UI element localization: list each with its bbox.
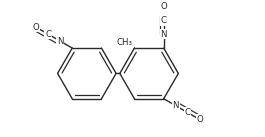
Text: O: O xyxy=(196,115,203,124)
Text: C: C xyxy=(161,16,167,25)
Text: C: C xyxy=(45,30,51,39)
Text: O: O xyxy=(33,23,39,32)
Text: N: N xyxy=(173,101,179,110)
Text: N: N xyxy=(57,37,63,46)
Text: CH₃: CH₃ xyxy=(117,38,133,47)
Text: N: N xyxy=(160,30,167,39)
Text: C: C xyxy=(185,108,191,117)
Text: O: O xyxy=(160,2,167,11)
